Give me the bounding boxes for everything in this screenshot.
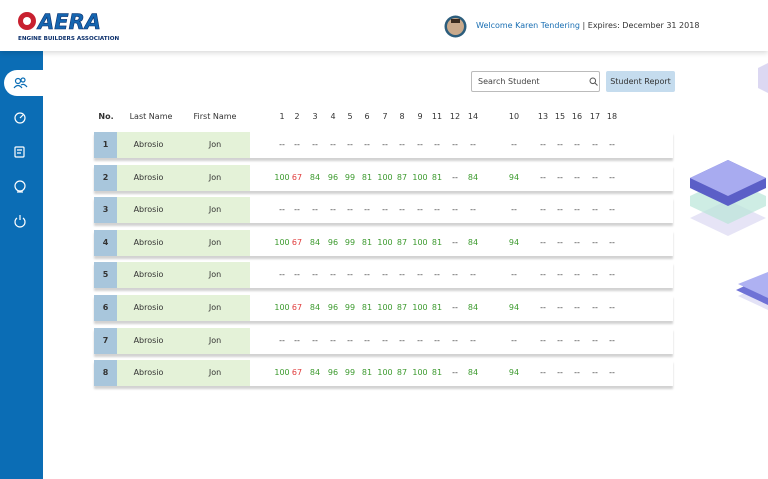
score: -- [462, 132, 484, 158]
row-number: 5 [94, 262, 117, 288]
column-header: 18 [601, 112, 623, 124]
header: AERA ENGINE BUILDERS ASSOCIATION Welcome… [0, 0, 768, 51]
column-header: First Name [180, 112, 250, 124]
score: -- [601, 132, 623, 158]
first-name: Jon [180, 262, 250, 288]
score: 94 [503, 360, 525, 386]
student-row[interactable]: 8AbrosioJon10067849699811008710081--8494… [94, 360, 673, 386]
score: -- [462, 262, 484, 288]
last-name: Abrosio [117, 295, 180, 321]
first-name: Jon [180, 295, 250, 321]
first-name: Jon [180, 328, 250, 354]
search-icon [589, 77, 598, 86]
row-number: 8 [94, 360, 117, 386]
last-name: Abrosio [117, 132, 180, 158]
score: -- [601, 165, 623, 191]
last-name: Abrosio [117, 230, 180, 256]
score: 94 [503, 165, 525, 191]
sidebar-icons [0, 51, 43, 251]
decoration [688, 60, 768, 360]
sidebar [0, 51, 43, 479]
first-name: Jon [180, 360, 250, 386]
score: -- [601, 262, 623, 288]
column-header: No. [95, 112, 118, 124]
score: 84 [462, 295, 484, 321]
score: -- [503, 328, 525, 354]
last-name: Abrosio [117, 165, 180, 191]
search-box[interactable]: Search Student [471, 71, 600, 92]
logo[interactable]: AERA ENGINE BUILDERS ASSOCIATION [16, 9, 120, 43]
last-name: Abrosio [117, 360, 180, 386]
column-header: 10 [503, 112, 525, 124]
row-number: 3 [94, 197, 117, 223]
last-name: Abrosio [117, 262, 180, 288]
score: -- [462, 197, 484, 223]
student-row[interactable]: 6AbrosioJon10067849699811008710081--8494… [94, 295, 673, 321]
first-name: Jon [180, 165, 250, 191]
row-number: 6 [94, 295, 117, 321]
first-name: Jon [180, 132, 250, 158]
score: 94 [503, 295, 525, 321]
row-number: 1 [94, 132, 117, 158]
score: -- [503, 262, 525, 288]
column-header: 14 [462, 112, 484, 124]
column-header: Last Name [120, 112, 183, 124]
logo-gear-hole [23, 17, 31, 25]
student-row[interactable]: 1AbrosioJon-----------------------------… [94, 132, 673, 158]
search-placeholder: Search Student [478, 77, 540, 86]
row-number: 4 [94, 230, 117, 256]
student-row[interactable]: 2AbrosioJon10067849699811008710081--8494… [94, 165, 673, 191]
row-number: 2 [94, 165, 117, 191]
logo-subtext: ENGINE BUILDERS ASSOCIATION [18, 36, 119, 42]
student-row[interactable]: 7AbrosioJon-----------------------------… [94, 328, 673, 354]
logo-text: AERA [36, 10, 101, 34]
first-name: Jon [180, 197, 250, 223]
student-report-button[interactable]: Student Report [606, 71, 675, 92]
first-name: Jon [180, 230, 250, 256]
last-name: Abrosio [117, 328, 180, 354]
last-name: Abrosio [117, 197, 180, 223]
user-info: Welcome Karen Tendering | Expires: Decem… [476, 21, 699, 30]
score: 84 [462, 230, 484, 256]
expires-text: | Expires: December 31 2018 [583, 21, 700, 30]
score: -- [601, 360, 623, 386]
student-row[interactable]: 5AbrosioJon-----------------------------… [94, 262, 673, 288]
score: -- [601, 197, 623, 223]
student-row[interactable]: 4AbrosioJon10067849699811008710081--8494… [94, 230, 673, 256]
row-number: 7 [94, 328, 117, 354]
welcome-text[interactable]: Welcome Karen Tendering [476, 21, 580, 30]
score: -- [503, 132, 525, 158]
score: -- [503, 197, 525, 223]
score: -- [601, 230, 623, 256]
avatar[interactable] [444, 15, 467, 38]
score: -- [601, 295, 623, 321]
score: -- [462, 328, 484, 354]
student-row[interactable]: 3AbrosioJon-----------------------------… [94, 197, 673, 223]
score: 94 [503, 230, 525, 256]
score: 84 [462, 165, 484, 191]
score: -- [601, 328, 623, 354]
score: 84 [462, 360, 484, 386]
